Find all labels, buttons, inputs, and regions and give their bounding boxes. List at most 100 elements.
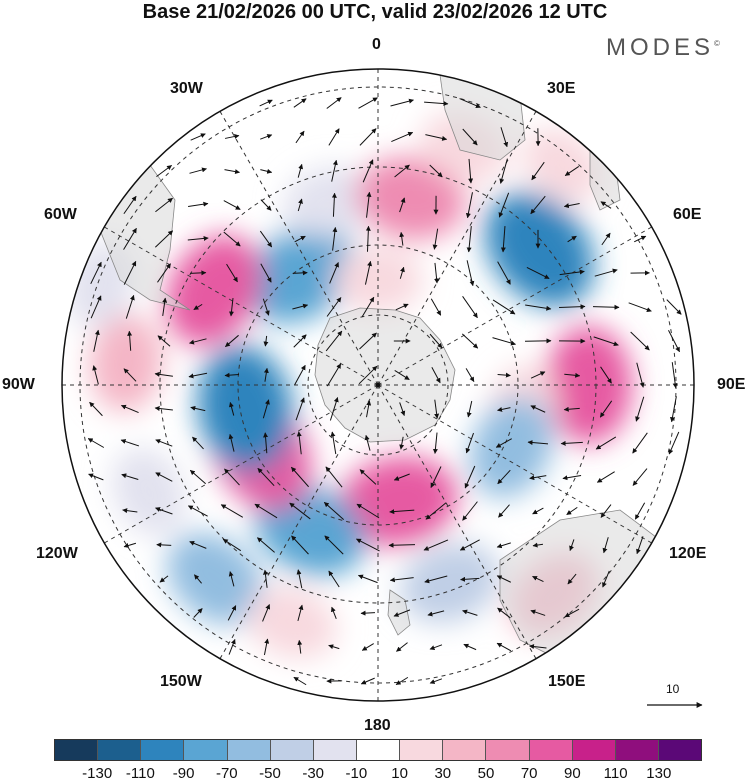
wind-arrow	[600, 504, 612, 518]
brand-mark: ©	[714, 39, 720, 48]
wind-arrow	[564, 608, 580, 618]
wind-arrow	[596, 471, 615, 483]
wind-arrow	[399, 197, 406, 213]
wind-arrow	[259, 99, 273, 107]
wind-arrow	[323, 501, 345, 521]
wind-arrow	[500, 225, 506, 253]
wind-arrow	[293, 334, 307, 348]
wind-arrow	[530, 609, 546, 616]
lon-label-150e: 150E	[548, 673, 586, 690]
wind-arrow	[329, 262, 339, 284]
colorbar-tick-label: 50	[477, 765, 495, 782]
wind-arrow	[566, 506, 578, 516]
wind-arrow	[262, 298, 270, 316]
wind-arrow	[293, 98, 307, 108]
anomaly-blob	[400, 543, 500, 623]
wind-arrow	[558, 304, 586, 310]
wind-arrow	[291, 466, 309, 488]
wind-arrow	[260, 263, 272, 283]
wind-arrow	[123, 260, 137, 285]
wind-arrow	[159, 575, 169, 583]
wind-arrow	[260, 199, 272, 211]
wind-arrow	[563, 406, 580, 412]
wind-arrow	[390, 98, 414, 107]
wind-arrow	[532, 507, 544, 515]
colorbar-cell	[529, 740, 573, 760]
wind-arrow	[324, 535, 344, 555]
wind-vectors	[87, 97, 682, 686]
wind-arrow	[429, 678, 443, 684]
wind-arrow	[460, 576, 480, 582]
wind-arrow	[529, 644, 547, 650]
wind-arrow	[432, 432, 438, 454]
wind-arrow	[569, 539, 575, 552]
colorbar-cell	[55, 740, 99, 760]
modes-logo: MODES©	[606, 34, 720, 62]
wind-arrow	[462, 296, 478, 319]
map-border	[61, 68, 695, 702]
wind-arrow	[156, 542, 172, 548]
wind-arrow	[559, 269, 585, 276]
anomaly-blob	[522, 127, 602, 204]
wind-arrow	[331, 159, 338, 182]
wind-arrow	[292, 303, 309, 310]
wind-arrow	[364, 434, 371, 451]
wind-arrow	[466, 400, 473, 418]
colorbar-cell	[313, 740, 357, 760]
wind-arrow	[154, 406, 173, 411]
wind-arrow	[602, 537, 609, 554]
lon-label-60w: 60W	[44, 206, 77, 223]
colorbar-tick-label: 30	[434, 765, 452, 782]
wind-arrow	[593, 336, 619, 347]
colorbar-tick-label: -30	[302, 765, 325, 782]
wind-arrow	[531, 161, 545, 181]
wind-arrow	[424, 101, 449, 107]
wind-arrow	[332, 226, 338, 251]
wind-arrow	[366, 191, 372, 218]
colorbar	[54, 739, 702, 761]
wind-arrow	[187, 505, 208, 517]
wind-arrow	[366, 400, 372, 418]
wind-arrow	[294, 235, 306, 243]
wind-arrow	[432, 228, 439, 250]
wind-arrow	[325, 330, 343, 352]
wind-arrow	[635, 396, 645, 422]
wind-arrow	[499, 158, 508, 184]
wind-arrow	[465, 192, 473, 219]
wind-arrow	[263, 367, 269, 382]
wind-arrow	[396, 642, 408, 652]
wind-arrow	[157, 263, 171, 283]
lon-label-30w: 30W	[170, 80, 203, 97]
wind-arrow	[497, 469, 511, 485]
wind-arrow	[190, 405, 206, 412]
wind-arrow	[125, 294, 135, 319]
wind-arrow	[223, 231, 241, 247]
reference-vector-label: 10	[666, 682, 680, 696]
wind-arrow	[293, 676, 307, 686]
wind-arrow	[228, 638, 236, 655]
wind-arrow	[364, 260, 373, 285]
wind-arrow	[564, 166, 580, 176]
wind-arrow	[632, 432, 648, 454]
colorbar-cell	[227, 740, 271, 760]
anomaly-blob	[246, 225, 355, 324]
wind-arrow	[155, 439, 173, 447]
wind-arrow	[224, 134, 240, 139]
colorbar-tick-label: -50	[259, 765, 281, 782]
wind-arrow	[666, 299, 682, 315]
wind-arrow	[423, 539, 449, 551]
wind-arrow	[395, 303, 409, 311]
wind-arrow	[297, 163, 304, 178]
wind-arrow	[254, 503, 278, 519]
colorbar-cell	[400, 740, 444, 760]
wind-arrow	[497, 261, 511, 285]
wind-arrow	[427, 610, 445, 617]
colorbar-tick-label: -70	[215, 765, 238, 782]
wind-arrow	[462, 128, 478, 146]
wind-arrow	[88, 473, 104, 481]
wind-arrow	[292, 270, 308, 276]
anomaly-blob	[89, 314, 163, 412]
colorbar-tick-label: -90	[172, 765, 195, 782]
wind-arrow	[257, 537, 275, 553]
wind-arrow	[634, 502, 646, 520]
